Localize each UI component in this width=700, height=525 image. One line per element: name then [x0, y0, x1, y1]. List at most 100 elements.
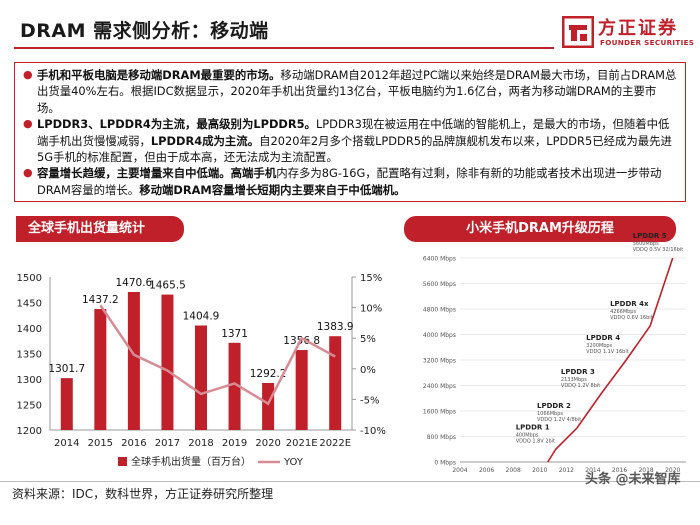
yoy-line: [99, 304, 336, 406]
left-y-tick-label: 1350: [17, 350, 42, 361]
bar-data-label: 1301.7: [48, 363, 85, 375]
watermark: 头条 @未来智库: [585, 472, 681, 487]
legend-bar-label: 全球手机出货量（百万台）: [131, 455, 251, 468]
generation-spec: 400Mbps: [516, 432, 539, 438]
x-tick-label: 2016: [612, 467, 627, 474]
x-tick-label: 2018: [638, 467, 653, 474]
bar: [60, 378, 73, 430]
bar-data-label: 1470.6: [116, 277, 153, 289]
x-tick-label: 2015: [88, 438, 113, 449]
bullet-bold: LPDDR4成为主流。: [150, 133, 260, 148]
bar: [262, 382, 275, 430]
legend-bar-swatch: [118, 457, 127, 466]
y-tick-label: 4800 Mbps: [423, 307, 456, 314]
source-note: 资料来源：IDC，数科世界，方正证券研究所整理: [12, 487, 274, 501]
generation-spec: VDDQ 1.2V 4/8bit: [537, 417, 581, 423]
x-tick-label: 2018: [188, 438, 213, 449]
left-chart-title: 全球手机出货量统计: [16, 216, 184, 242]
bullet-item: ● 容量增长趋缓，主要增量来自中低端。高端手机内存多为8G-16G，配置略有过剩…: [23, 165, 679, 198]
generation-spec: VDDQ 1.1V 16bit: [586, 349, 629, 355]
generation-label: LPDDR 4x: [610, 300, 649, 308]
page-title: DRAM 需求侧分析：移动端: [20, 20, 269, 42]
bullet-icon: ●: [23, 68, 33, 81]
y-tick-label: 1600 Mbps: [423, 409, 456, 416]
bullet-text: 内存多为8G-16G，配置略有过剩，除非有新的功能或者技术出现进一步带动DRAM…: [37, 166, 662, 197]
left-y-tick-label: 1400: [17, 324, 42, 335]
left-y-tick-label: 1450: [17, 299, 42, 310]
bar: [329, 336, 342, 430]
y-tick-label: 3200 Mbps: [423, 358, 456, 365]
right-y-tick-label: -10%: [360, 426, 386, 437]
logo-name-en: FOUNDER SECURITIES: [600, 38, 695, 47]
generation-label: LPDDR 1: [516, 423, 550, 431]
x-tick-label: 2004: [452, 467, 467, 474]
x-tick-label: 2008: [506, 467, 521, 474]
company-logo: 方正证券 FOUNDER SECURITIES: [562, 14, 695, 52]
generation-spec: 5600Mbps: [633, 241, 659, 247]
footer-divider: [0, 481, 700, 482]
left-y-tick-label: 1300: [17, 375, 42, 386]
bar-data-label: 1292.2: [250, 368, 287, 380]
y-tick-label: 6400 Mbps: [423, 256, 456, 263]
logo-name-cn: 方正证券: [598, 18, 678, 39]
right-y-tick-label: 0%: [360, 365, 376, 376]
bar-data-label: 1437.2: [82, 294, 119, 306]
legend-line-label: YOY: [283, 457, 304, 468]
bullet-item: ● 手机和平板电脑是移动端DRAM最重要的市场。移动端DRAM自2012年超过P…: [23, 67, 679, 116]
bullet-icon: ●: [23, 166, 33, 180]
bullet-bold: 手机和平板电脑是移动端DRAM最重要的市场。: [37, 68, 281, 82]
generation-spec: 2133Mbps: [561, 377, 587, 383]
x-tick-label: 2016: [121, 438, 146, 449]
left-y-tick-label: 1250: [17, 401, 42, 412]
generation-spec: VDDQ 1.8V 2bit: [516, 438, 555, 444]
generation-label: LPDDR 5: [633, 232, 667, 240]
generation-spec: VDDQ 0.6V 16bit: [610, 315, 653, 321]
right-y-tick-label: 10%: [360, 304, 382, 315]
x-tick-label: 2017: [155, 438, 180, 449]
right-chart-title: 小米手机DRAM升级历程: [404, 216, 676, 242]
y-tick-label: 5600 Mbps: [423, 281, 456, 288]
bullet-text: LPDDR3现在被运用在中低端的智能机上，是最大的市场，但随着中低端手机出货慢慢…: [37, 117, 670, 148]
x-tick-label: 2019: [222, 438, 247, 449]
generation-label: LPDDR 4: [586, 334, 620, 342]
bar-data-label: 1404.9: [183, 311, 220, 323]
bullet-icon: ●: [23, 117, 33, 131]
bullet-text: 自2020年2月多个搭载LPDDR5的品牌旗舰机发布以来，LPDDR5已经成为最…: [37, 133, 672, 165]
y-tick-label: 2400 Mbps: [423, 383, 456, 390]
x-tick-label: 2014: [585, 467, 600, 474]
generation-spec: VDDQ 0.5V 32/16bit: [633, 247, 684, 253]
x-tick-label: 2021E: [286, 438, 318, 449]
x-tick-label: 2010: [532, 467, 547, 474]
bar: [195, 325, 207, 430]
bullet-text: 移动端DRAM自2012年超过PC端以来始终是DRAM最大市场，目前占DRAM总…: [37, 68, 677, 115]
generation-label: LPDDR 2: [537, 402, 571, 410]
x-tick-label: 2006: [479, 467, 494, 474]
right-y-tick-label: 5%: [360, 334, 376, 345]
generation-label: LPDDR 3: [561, 368, 595, 376]
bar: [295, 350, 308, 430]
logo-mark-icon: [562, 16, 594, 48]
bar: [94, 309, 107, 430]
x-tick-label: 2020: [255, 438, 280, 449]
x-tick-label: 2022E: [319, 438, 351, 449]
left-y-tick-label: 1200: [17, 426, 42, 437]
left-y-tick-label: 1500: [17, 273, 42, 284]
bullet-bold: LPDDR3、LPDDR4为主流，最高级别为LPDDR5。: [37, 117, 316, 132]
bar: [228, 342, 241, 430]
bar: [127, 291, 140, 430]
bullet-bold: 容量增长趋缓，主要增量来自中低端。高端手机: [37, 166, 277, 181]
x-tick-label: 2012: [559, 467, 574, 474]
right-y-tick-label: -5%: [360, 395, 379, 406]
title-divider: [14, 47, 554, 49]
x-tick-label: 2020: [665, 467, 680, 474]
bullet-item: ● LPDDR3、LPDDR4为主流，最高级别为LPDDR5。LPDDR3现在被…: [23, 116, 679, 165]
generation-spec: 1066Mbps: [537, 411, 563, 417]
x-tick-label: 2014: [54, 438, 79, 449]
bar-data-label: 1383.9: [317, 321, 354, 333]
summary-box: ● 手机和平板电脑是移动端DRAM最重要的市场。移动端DRAM自2012年超过P…: [14, 62, 686, 202]
bar-data-label: 1371: [221, 328, 248, 340]
generation-spec: 3200Mbps: [586, 343, 612, 349]
y-tick-label: 0 Mbps: [434, 460, 456, 467]
bar-data-label: 1465.5: [149, 280, 186, 292]
